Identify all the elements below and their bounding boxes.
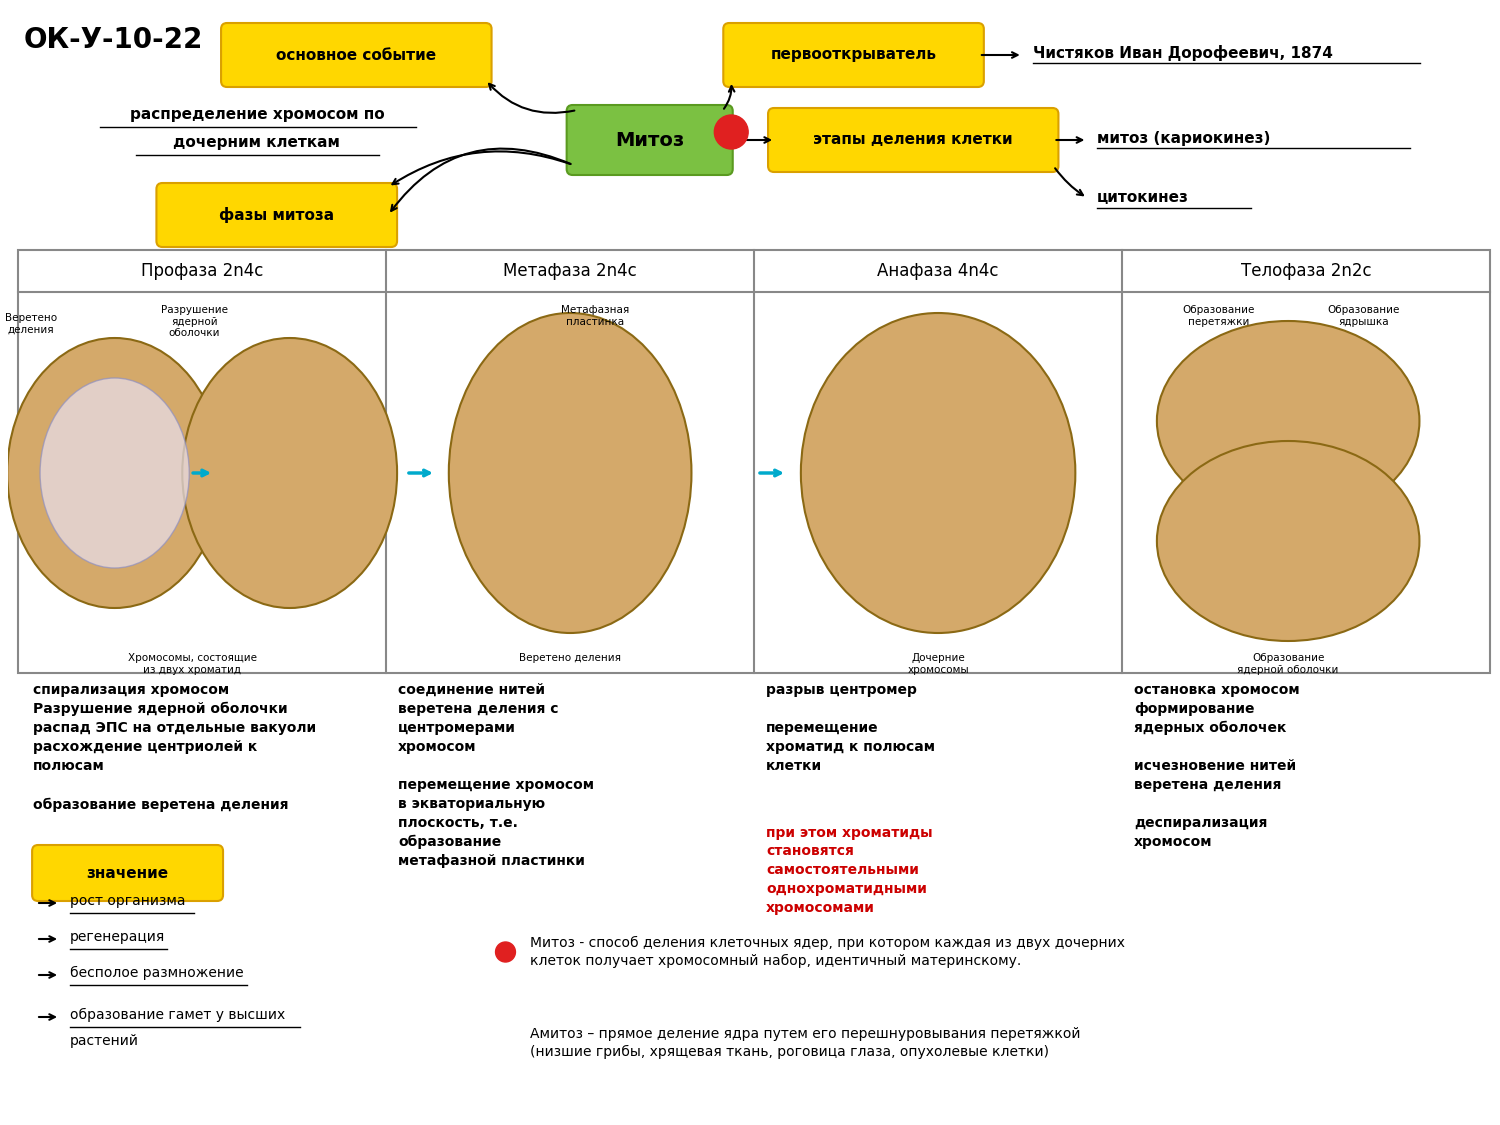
Text: Профаза 2n4c: Профаза 2n4c xyxy=(141,262,264,280)
FancyBboxPatch shape xyxy=(156,183,398,248)
Text: Чистяков Иван Дорофеевич, 1874: Чистяков Иван Дорофеевич, 1874 xyxy=(1032,45,1332,61)
Text: Веретено
деления: Веретено деления xyxy=(4,313,57,334)
FancyBboxPatch shape xyxy=(768,108,1059,172)
Text: ОК-У-10-22: ОК-У-10-22 xyxy=(22,26,202,54)
Text: Образование
перетяжки: Образование перетяжки xyxy=(1182,305,1254,326)
Text: цитокинез: цитокинез xyxy=(1096,190,1190,206)
Text: Дочерние
хромосомы: Дочерние хромосомы xyxy=(908,652,969,675)
Ellipse shape xyxy=(183,338,398,608)
Text: основное событие: основное событие xyxy=(276,47,436,63)
Text: первооткрыватель: первооткрыватель xyxy=(771,47,936,63)
Ellipse shape xyxy=(801,313,1076,633)
Text: регенерация: регенерация xyxy=(70,930,165,944)
Text: Митоз - способ деления клеточных ядер, при котором каждая из двух дочерних
клето: Митоз - способ деления клеточных ядер, п… xyxy=(531,936,1125,969)
Ellipse shape xyxy=(8,338,222,608)
Text: Веретено деления: Веретено деления xyxy=(519,652,621,663)
FancyBboxPatch shape xyxy=(32,845,224,901)
Text: фазы митоза: фазы митоза xyxy=(219,207,334,223)
Circle shape xyxy=(495,942,516,962)
Text: значение: значение xyxy=(87,865,168,881)
Text: спирализация хромосом
Разрушение ядерной оболочки
распад ЭПС на отдельные вакуол: спирализация хромосом Разрушение ядерной… xyxy=(33,683,316,811)
Ellipse shape xyxy=(1156,441,1419,641)
Text: Анафаза 4n4с: Анафаза 4n4с xyxy=(878,262,999,280)
Text: Хромосомы, состоящие
из двух хроматид: Хромосомы, состоящие из двух хроматид xyxy=(128,652,256,675)
Text: при этом хроматиды
становятся
самостоятельными
однохроматидными
хромосомами: при этом хроматиды становятся самостояте… xyxy=(766,826,933,916)
Text: соединение нитей
веретена деления с
центромерами
хромосом

перемещение хромосом
: соединение нитей веретена деления с цент… xyxy=(398,683,594,868)
FancyBboxPatch shape xyxy=(220,22,492,87)
Text: остановка хромосом
формирование
ядерных оболочек

исчезновение нитей
веретена де: остановка хромосом формирование ядерных … xyxy=(1134,683,1299,849)
Text: рост организма: рост организма xyxy=(70,894,186,908)
Text: митоз (кариокинез): митоз (кариокинез) xyxy=(1096,130,1270,145)
Ellipse shape xyxy=(448,313,692,633)
Text: бесполое размножение: бесполое размножение xyxy=(70,966,243,980)
Circle shape xyxy=(714,115,748,148)
Text: Метафаза 2n4c: Метафаза 2n4c xyxy=(504,262,638,280)
Text: Амитоз – прямое деление ядра путем его перешнуровывания перетяжкой
(низшие грибы: Амитоз – прямое деление ядра путем его п… xyxy=(531,1027,1082,1060)
Text: Разрушение
ядерной
оболочки: Разрушение ядерной оболочки xyxy=(160,305,228,339)
Ellipse shape xyxy=(40,378,189,568)
Text: образование гамет у высших: образование гамет у высших xyxy=(70,1008,285,1022)
Text: этапы деления клетки: этапы деления клетки xyxy=(813,133,1012,147)
Bar xyxy=(18,250,1490,673)
Text: дочерним клеткам: дочерним клеткам xyxy=(174,135,340,151)
Text: Метафазная
пластинка: Метафазная пластинка xyxy=(561,305,628,326)
Text: Образование
ядерной оболочки: Образование ядерной оболочки xyxy=(1238,652,1340,675)
Text: растений: растений xyxy=(70,1034,140,1048)
Ellipse shape xyxy=(1156,321,1419,521)
FancyBboxPatch shape xyxy=(723,22,984,87)
Text: распределение хромосом по: распределение хромосом по xyxy=(129,108,384,123)
FancyBboxPatch shape xyxy=(567,105,732,176)
Text: Митоз: Митоз xyxy=(615,130,684,150)
Text: Телофаза 2n2с: Телофаза 2n2с xyxy=(1240,262,1371,280)
Text: Образование
ядрышка: Образование ядрышка xyxy=(1328,305,1400,326)
Text: разрыв центромер

перемещение
хроматид к полюсам
клетки: разрыв центромер перемещение хроматид к … xyxy=(766,683,934,773)
